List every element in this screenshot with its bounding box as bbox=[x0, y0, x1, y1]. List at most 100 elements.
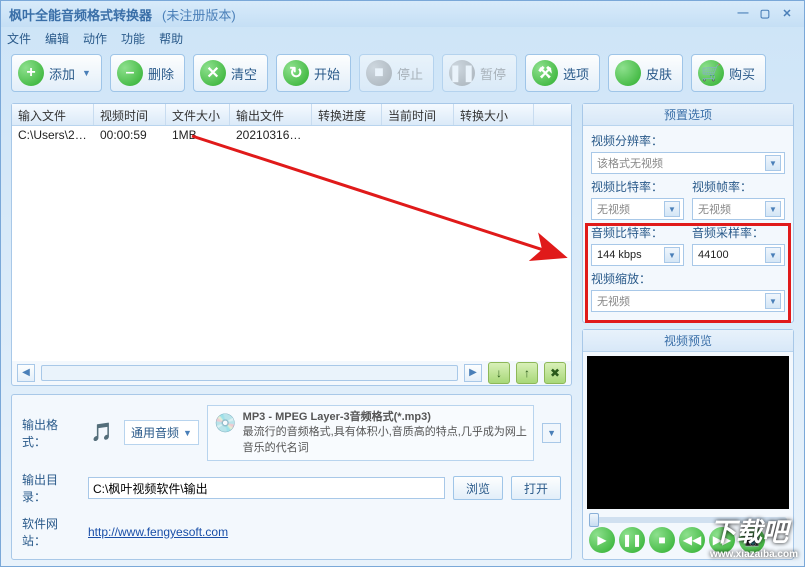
maximize-button[interactable]: ▢ bbox=[756, 7, 774, 21]
col-curtime[interactable]: 当前时间 bbox=[382, 104, 454, 125]
format-desc-text: 最流行的音频格式,具有体积小,音质高的特点,几乎成为网上音乐的代名词 bbox=[243, 426, 527, 453]
preset-options: 视频分辨率： 该格式无视频▼ 视频比特率： 无视频▼ 视频帧率： 无视频▼ bbox=[583, 126, 793, 322]
menu-file[interactable]: 文件 bbox=[7, 30, 31, 47]
annotation-arrow bbox=[12, 126, 571, 361]
scroll-left-button[interactable]: ◀ bbox=[17, 364, 35, 382]
tools-icon: ⚒ bbox=[532, 60, 558, 86]
scrollbar[interactable] bbox=[41, 365, 458, 381]
chevron-down-icon[interactable]: ▼ bbox=[542, 423, 561, 443]
seek-slider[interactable] bbox=[589, 517, 787, 523]
vscale-value: 无视频 bbox=[597, 293, 630, 309]
menu-action[interactable]: 动作 bbox=[83, 30, 107, 47]
move-up-button[interactable]: ↑ bbox=[516, 362, 538, 384]
x-icon: ✕ bbox=[200, 60, 226, 86]
plus-icon: + bbox=[18, 60, 44, 86]
apple-icon bbox=[615, 60, 641, 86]
options-label: 选项 bbox=[563, 64, 589, 83]
open-button[interactable]: 打开 bbox=[511, 476, 561, 500]
titlebar: 枫叶全能音频格式转换器 (未注册版本) — ▢ ✕ bbox=[1, 1, 804, 27]
move-down-button[interactable]: ↓ bbox=[488, 362, 510, 384]
vres-label: 视频分辨率： bbox=[591, 132, 785, 149]
vbit-label: 视频比特率： bbox=[591, 178, 684, 195]
pause-preview-button[interactable]: ❚❚ bbox=[619, 527, 645, 553]
add-label: 添加 bbox=[49, 64, 75, 83]
app-title: 枫叶全能音频格式转换器 bbox=[9, 5, 152, 24]
vfps-value: 无视频 bbox=[698, 201, 731, 217]
cell-duration: 00:00:59 bbox=[94, 126, 166, 146]
preview-buttons: ▶ ❚❚ ■ ◀◀ ▶▶ 📷 bbox=[583, 527, 793, 559]
format-category-select[interactable]: 通用音频▼ bbox=[124, 420, 199, 445]
vres-select[interactable]: 该格式无视频▼ bbox=[591, 152, 785, 174]
abit-label: 音频比特率： bbox=[591, 224, 684, 241]
buy-button[interactable]: 🛒 购买 bbox=[691, 54, 766, 92]
menu-func[interactable]: 功能 bbox=[121, 30, 145, 47]
refresh-icon: ↻ bbox=[283, 60, 309, 86]
close-button[interactable]: ✕ bbox=[778, 7, 796, 21]
clear-button[interactable]: ✕ 清空 bbox=[193, 54, 268, 92]
skin-button[interactable]: 皮肤 bbox=[608, 54, 683, 92]
browse-button[interactable]: 浏览 bbox=[453, 476, 503, 500]
disc-icon: 💿 bbox=[214, 410, 237, 438]
cell-output: 202103160... bbox=[230, 126, 312, 146]
play-button[interactable]: ▶ bbox=[589, 527, 615, 553]
menubar: 文件 编辑 动作 功能 帮助 bbox=[1, 27, 804, 49]
menu-help[interactable]: 帮助 bbox=[159, 30, 183, 47]
grid-header: 输入文件 视频时间 文件大小 输出文件 转换进度 当前时间 转换大小 bbox=[12, 104, 571, 126]
col-size[interactable]: 文件大小 bbox=[166, 104, 230, 125]
snapshot-button[interactable]: 📷 bbox=[739, 527, 765, 553]
col-duration[interactable]: 视频时间 bbox=[94, 104, 166, 125]
cell-outsize bbox=[454, 126, 534, 146]
chevron-down-icon: ▼ bbox=[765, 201, 781, 217]
output-dir-label: 输出目录： bbox=[22, 471, 80, 505]
col-input[interactable]: 输入文件 bbox=[12, 104, 94, 125]
abit-value: 144 kbps bbox=[597, 249, 642, 261]
music-note-icon: 🎵 bbox=[88, 419, 116, 447]
add-button[interactable]: + 添加 ▼ bbox=[11, 54, 102, 92]
next-button[interactable]: ▶▶ bbox=[709, 527, 735, 553]
delete-button[interactable]: –删除 bbox=[110, 54, 185, 92]
main-area: 输入文件 视频时间 文件大小 输出文件 转换进度 当前时间 转换大小 C:\Us… bbox=[1, 97, 804, 566]
chevron-down-icon: ▼ bbox=[765, 293, 781, 309]
preset-panel: 预置选项 视频分辨率： 该格式无视频▼ 视频比特率： 无视频▼ 视频帧率： 无 bbox=[582, 103, 794, 323]
stop-icon: ■ bbox=[366, 60, 392, 86]
output-format-row: 输出格式： 🎵 通用音频▼ 💿 MP3 - MPEG Layer-3音频格式(*… bbox=[22, 405, 561, 461]
vscale-select[interactable]: 无视频 ▼ bbox=[591, 290, 785, 312]
col-output[interactable]: 输出文件 bbox=[230, 104, 312, 125]
chevron-down-icon: ▼ bbox=[82, 68, 91, 78]
menu-edit[interactable]: 编辑 bbox=[45, 30, 69, 47]
cell-curtime bbox=[382, 126, 454, 146]
start-button[interactable]: ↻开始 bbox=[276, 54, 351, 92]
asamp-select[interactable]: 44100▼ bbox=[692, 244, 785, 266]
vfps-select[interactable]: 无视频 ▼ bbox=[692, 198, 785, 220]
options-button[interactable]: ⚒ 选项 bbox=[525, 54, 600, 92]
cart-icon: 🛒 bbox=[698, 60, 724, 86]
vbit-select[interactable]: 无视频▼ bbox=[591, 198, 684, 220]
abit-select[interactable]: 144 kbps▼ bbox=[591, 244, 684, 266]
stop-preview-button[interactable]: ■ bbox=[649, 527, 675, 553]
output-dir-input[interactable] bbox=[88, 477, 445, 499]
minimize-button[interactable]: — bbox=[734, 7, 752, 21]
grid-body[interactable]: C:\Users\272... 00:00:59 1MB 202103160..… bbox=[12, 126, 571, 361]
website-link[interactable]: http://www.fengyesoft.com bbox=[88, 525, 228, 539]
prev-button[interactable]: ◀◀ bbox=[679, 527, 705, 553]
col-outsize[interactable]: 转换大小 bbox=[454, 104, 534, 125]
buy-label: 购买 bbox=[729, 64, 755, 83]
vbit-value: 无视频 bbox=[597, 201, 630, 217]
skin-label: 皮肤 bbox=[646, 64, 672, 83]
table-row[interactable]: C:\Users\272... 00:00:59 1MB 202103160..… bbox=[12, 126, 571, 146]
stop-button[interactable]: ■ 停止 bbox=[359, 54, 434, 92]
clear-label: 清空 bbox=[231, 64, 257, 83]
website-label: 软件网站： bbox=[22, 515, 80, 549]
delete-label: 删除 bbox=[148, 64, 174, 83]
asamp-label: 音频采样率： bbox=[692, 224, 785, 241]
pause-button[interactable]: ❚❚暂停 bbox=[442, 54, 517, 92]
slider-thumb[interactable] bbox=[589, 513, 599, 527]
cell-input: C:\Users\272... bbox=[12, 126, 94, 146]
col-progress[interactable]: 转换进度 bbox=[312, 104, 382, 125]
stop-label: 停止 bbox=[397, 64, 423, 83]
remove-button[interactable]: ✖ bbox=[544, 362, 566, 384]
unregistered-label: (未注册版本) bbox=[162, 5, 236, 24]
scroll-right-button[interactable]: ▶ bbox=[464, 364, 482, 382]
vres-value: 该格式无视频 bbox=[597, 155, 663, 171]
chevron-down-icon: ▼ bbox=[765, 247, 781, 263]
